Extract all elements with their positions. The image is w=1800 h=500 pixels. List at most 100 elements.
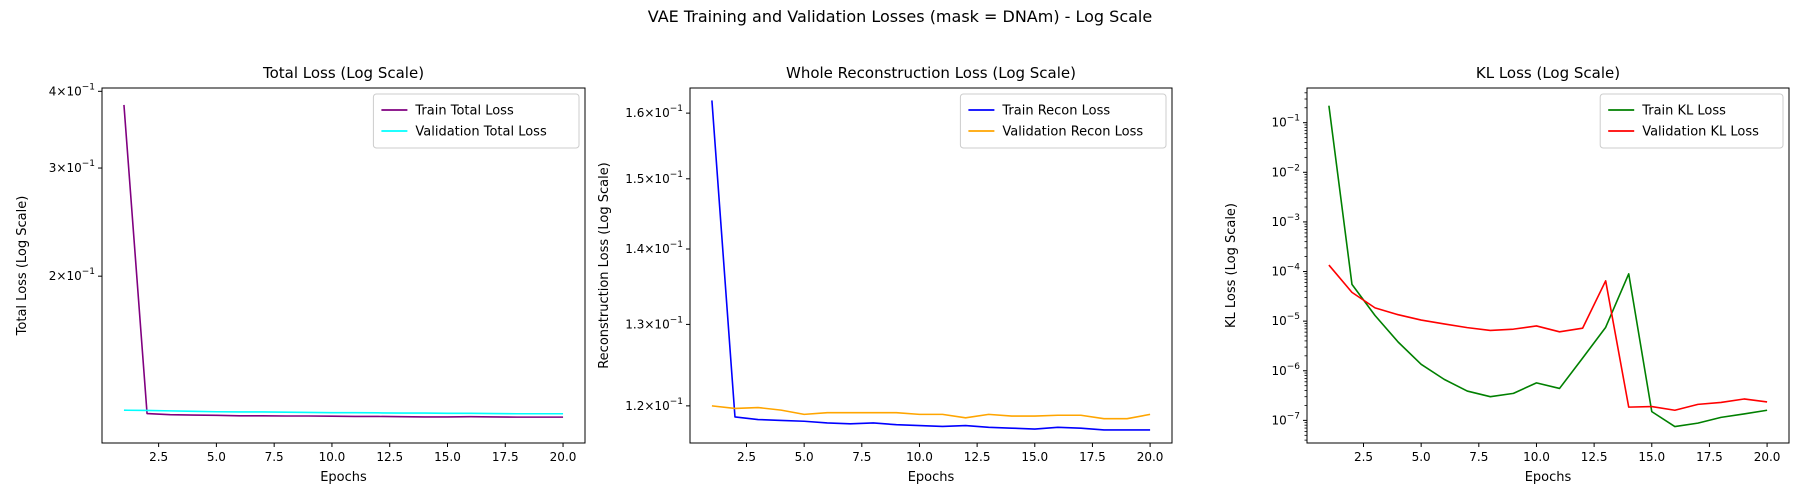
y-tick-exponent: −1 <box>82 159 95 169</box>
panel-1-axes-frame <box>101 87 586 444</box>
series-line-validation-recon-loss <box>711 405 1151 420</box>
x-tick-label: 12.5 <box>1581 450 1608 464</box>
y-tick-label: 10−3 <box>1271 213 1300 229</box>
y-tick-exponent: −1 <box>670 170 683 180</box>
y-tick-base: 2×10 <box>49 269 82 283</box>
panel-1-title: Total Loss (Log Scale) <box>262 64 424 82</box>
y-tick-base: 10 <box>1271 364 1286 378</box>
panel-3-title: KL Loss (Log Scale) <box>1476 64 1620 82</box>
x-tick-label: 5.0 <box>795 450 814 464</box>
y-tick-exponent: −6 <box>1287 362 1301 372</box>
legend-box <box>1599 93 1784 149</box>
y-axis-label: Total Loss (Log Scale) <box>15 196 30 337</box>
x-tick-label: 20.0 <box>550 450 577 464</box>
x-tick-label: 7.5 <box>1469 450 1488 464</box>
legend-entry: Validation Total Loss <box>415 125 547 140</box>
x-tick-label: 12.5 <box>964 450 991 464</box>
x-tick-label: 10.0 <box>1523 450 1550 464</box>
panel-3: KL Loss (Log Scale) 2.5 5.0 7.5 10.0 12.5 15.0… <box>1224 64 1790 485</box>
legend-entry: Train KL Loss <box>1641 104 1726 119</box>
x-axis-label: Epochs <box>320 470 367 485</box>
panel-2: Whole Reconstruction Loss (Log Scale) 2.5… <box>597 64 1173 485</box>
panel-2-axes-frame <box>689 87 1173 444</box>
y-tick-base: 1.6×10 <box>625 106 669 120</box>
legend-entry: Train Recon Loss <box>1001 104 1110 119</box>
x-tick-label: 15.0 <box>1021 450 1048 464</box>
figure-suptitle: VAE Training and Validation Losses (mask… <box>648 7 1152 26</box>
y-axis-label: KL Loss (Log Scale) <box>1224 203 1239 328</box>
y-tick-exponent: −1 <box>82 267 95 277</box>
y-tick-base: 10 <box>1271 413 1286 427</box>
x-tick-label: 5.0 <box>1412 450 1431 464</box>
y-tick-base: 3×10 <box>49 161 82 175</box>
y-tick-exponent: −1 <box>670 240 683 250</box>
series-line-train-kl-loss <box>1328 105 1768 428</box>
y-tick-label: 2×10−1 <box>49 267 95 283</box>
y-tick-exponent: −4 <box>1287 263 1301 273</box>
series-line-train-recon-loss <box>711 100 1151 431</box>
x-tick-label: 7.5 <box>852 450 871 464</box>
x-tick-label: 17.5 <box>1696 450 1723 464</box>
legend-entry: Validation Recon Loss <box>1002 125 1143 140</box>
y-tick-label: 10−1 <box>1271 114 1300 130</box>
y-tick-base: 1.3×10 <box>625 317 669 331</box>
x-tick-label: 7.5 <box>265 450 284 464</box>
y-tick-label: 10−7 <box>1271 411 1300 427</box>
panel-1-legend: Train Total Loss Validation Total Loss <box>372 93 580 149</box>
legend-box <box>372 93 580 149</box>
y-tick-label: 1.4×10−1 <box>625 240 683 256</box>
y-tick-base: 1.4×10 <box>625 242 669 256</box>
y-tick-label: 10−6 <box>1271 362 1300 378</box>
y-tick-label: 1.3×10−1 <box>625 315 683 331</box>
y-tick-base: 10 <box>1271 265 1286 279</box>
y-tick-exponent: −5 <box>1287 312 1300 322</box>
x-tick-label: 15.0 <box>1638 450 1665 464</box>
y-tick-exponent: −3 <box>1287 213 1300 223</box>
series-line-train-total-loss <box>123 104 564 418</box>
legend-box <box>959 93 1167 149</box>
y-tick-label: 4×10−1 <box>49 82 95 98</box>
x-tick-label: 10.0 <box>906 450 933 464</box>
panel-3-axes-frame <box>1306 87 1790 444</box>
y-tick-exponent: −7 <box>1287 411 1300 421</box>
y-tick-exponent: −1 <box>1287 114 1300 124</box>
y-tick-label: 10−2 <box>1271 163 1300 179</box>
x-tick-label: 2.5 <box>1354 450 1373 464</box>
y-tick-base: 1.5×10 <box>625 172 669 186</box>
x-tick-label: 20.0 <box>1754 450 1781 464</box>
y-tick-base: 10 <box>1271 116 1286 130</box>
x-tick-label: 5.0 <box>207 450 226 464</box>
x-tick-label: 10.0 <box>319 450 346 464</box>
y-tick-label: 1.6×10−1 <box>625 104 683 120</box>
x-tick-label: 17.5 <box>1079 450 1106 464</box>
y-tick-base: 4×10 <box>49 84 82 98</box>
y-tick-label: 1.5×10−1 <box>625 170 683 186</box>
panel-1: Total Loss (Log Scale) 2.5 5.0 7.5 10.0 12.5 1… <box>15 64 586 485</box>
x-tick-label: 2.5 <box>149 450 168 464</box>
y-tick-base: 10 <box>1271 165 1286 179</box>
x-tick-label: 12.5 <box>376 450 403 464</box>
y-tick-base: 10 <box>1271 215 1286 229</box>
y-axis-label: Reconstruction Loss (Log Scale) <box>597 162 612 369</box>
panel-3-legend: Train KL Loss Validation KL Loss <box>1599 93 1784 149</box>
y-tick-exponent: −1 <box>670 104 683 114</box>
panel-2-title: Whole Reconstruction Loss (Log Scale) <box>786 64 1076 82</box>
y-tick-exponent: −1 <box>670 397 683 407</box>
x-tick-label: 2.5 <box>737 450 756 464</box>
y-tick-base: 1.2×10 <box>625 399 669 413</box>
legend-entry: Validation KL Loss <box>1642 125 1759 140</box>
series-line-validation-total-loss <box>123 409 564 415</box>
series-line-validation-kl-loss <box>1328 264 1768 412</box>
y-tick-label: 10−5 <box>1271 312 1300 328</box>
y-tick-label: 10−4 <box>1271 263 1300 279</box>
y-tick-label: 1.2×10−1 <box>625 397 683 413</box>
x-axis-label: Epochs <box>908 470 955 485</box>
x-axis-label: Epochs <box>1525 470 1572 485</box>
x-tick-label: 15.0 <box>434 450 461 464</box>
y-tick-label: 3×10−1 <box>49 159 95 175</box>
legend-entry: Train Total Loss <box>414 104 514 119</box>
y-tick-exponent: −2 <box>1287 163 1300 173</box>
x-tick-label: 17.5 <box>492 450 519 464</box>
